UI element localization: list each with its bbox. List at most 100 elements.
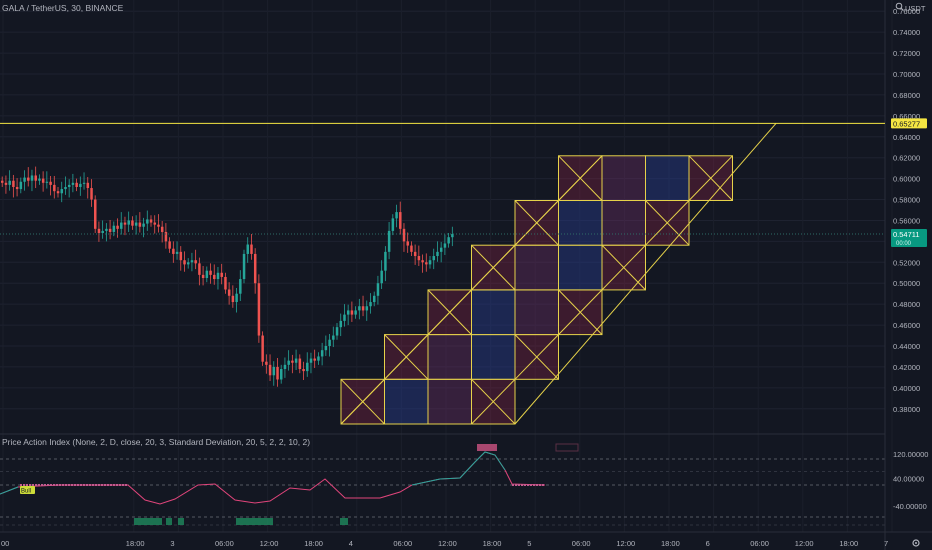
gann-box-pattern[interactable] <box>340 111 777 425</box>
candle-body <box>280 369 283 380</box>
candle-body <box>451 234 454 238</box>
candle-body <box>187 262 190 265</box>
candle-body <box>436 251 439 257</box>
candle-body <box>164 231 168 242</box>
candle-body <box>421 260 424 263</box>
gann-cell <box>427 378 472 425</box>
candle-body <box>335 327 339 336</box>
gann-cell <box>558 244 603 291</box>
y-tick-label: 0.42000 <box>893 363 920 372</box>
candle-body <box>53 184 56 192</box>
gann-rail <box>340 155 603 425</box>
candle-body <box>90 188 93 200</box>
candle-body <box>324 346 328 351</box>
indicator-top-marker <box>555 443 579 452</box>
candle-body <box>209 270 212 275</box>
candle-body <box>227 289 231 296</box>
x-tick-label: 12:00 <box>795 539 814 548</box>
indicator-axis-label: 120.00000 <box>893 450 928 459</box>
x-tick-label: 00 <box>1 539 9 548</box>
candle-body <box>168 241 171 249</box>
candle-body <box>127 220 130 225</box>
candle-body <box>410 245 413 252</box>
candle-body <box>101 230 104 234</box>
current-price-sublabel: 00:00 <box>896 241 912 247</box>
gann-cell <box>514 289 559 336</box>
y-tick-label: 0.60000 <box>893 175 920 184</box>
candle-body <box>67 184 71 187</box>
candle-body <box>149 219 153 223</box>
gann-cell <box>514 244 559 291</box>
gann-diagonal <box>514 334 559 380</box>
y-tick-label: 0.38000 <box>893 405 920 414</box>
x-tick-label: 06:00 <box>572 539 591 548</box>
candle-body <box>298 358 302 370</box>
candle-body <box>8 180 11 185</box>
candle-body <box>432 256 436 261</box>
candle-body <box>134 222 138 226</box>
candle-body <box>358 306 361 311</box>
gann-cell <box>558 200 603 246</box>
candle-body <box>216 272 220 280</box>
candle-body <box>49 181 52 185</box>
y-tick-label: 0.70000 <box>893 70 920 79</box>
indicator-axis-label: -40.00000 <box>893 502 927 511</box>
candle-body <box>306 362 309 372</box>
indicator-bottom-marker <box>134 518 162 525</box>
candle-body <box>242 253 246 280</box>
y-tick-label: 0.46000 <box>893 321 920 330</box>
candle-body <box>235 293 238 303</box>
candle-body <box>45 181 49 183</box>
bull-badge-label: Bull <box>21 489 31 495</box>
candle-body <box>108 228 112 232</box>
candle-body <box>224 276 227 290</box>
grid-lines <box>0 10 885 410</box>
candle-body <box>272 366 276 376</box>
candle-body <box>23 177 26 182</box>
candle-body <box>4 182 8 185</box>
x-tick-label: 7 <box>884 539 888 548</box>
x-tick-label: 18:00 <box>839 539 858 548</box>
candle-body <box>384 251 387 271</box>
y-tick-label: 0.68000 <box>893 91 920 100</box>
x-tick-label: 06:00 <box>750 539 769 548</box>
bull-badge <box>20 486 35 494</box>
indicator-title: Price Action Index (None, 2, D, close, 2… <box>2 437 310 447</box>
candle-body <box>179 251 183 261</box>
indicator-bottom-marker <box>340 518 348 525</box>
symbol-title: GALA / TetherUS, 30, BINANCE <box>2 3 124 13</box>
x-tick-label: 12:00 <box>260 539 279 548</box>
horizontal-line-label: 0.65277 <box>893 119 920 128</box>
gann-diagonal <box>645 200 690 246</box>
candle-body <box>268 364 272 376</box>
y-tick-label: 0.72000 <box>893 49 920 58</box>
candle-body <box>328 339 331 346</box>
gann-diagonal <box>558 289 603 335</box>
x-tick-label: 4 <box>349 539 353 548</box>
candle-body <box>112 225 116 232</box>
y-tick-label: 0.50000 <box>893 279 920 288</box>
candle-body <box>261 335 264 362</box>
indicator-axis-label: 40.00000 <box>893 475 924 484</box>
candle-body <box>38 178 41 181</box>
candle-body <box>354 310 357 315</box>
candle-body <box>395 212 398 219</box>
gann-rail <box>514 123 777 425</box>
candle-body <box>265 361 268 365</box>
settings-icon[interactable] <box>912 539 920 547</box>
candle-body <box>60 189 64 194</box>
x-tick-label: 6 <box>706 539 710 548</box>
search-icon[interactable] <box>895 2 904 11</box>
candle-body <box>94 199 97 229</box>
x-tick-label: 12:00 <box>616 539 635 548</box>
candle-body <box>231 295 235 303</box>
candle-body <box>376 283 380 296</box>
x-tick-label: 06:00 <box>393 539 412 548</box>
candle-body <box>406 241 409 246</box>
y-tick-label: 0.52000 <box>893 258 920 267</box>
horizontal-line-label-bg <box>891 118 927 129</box>
candle-body <box>160 226 164 232</box>
